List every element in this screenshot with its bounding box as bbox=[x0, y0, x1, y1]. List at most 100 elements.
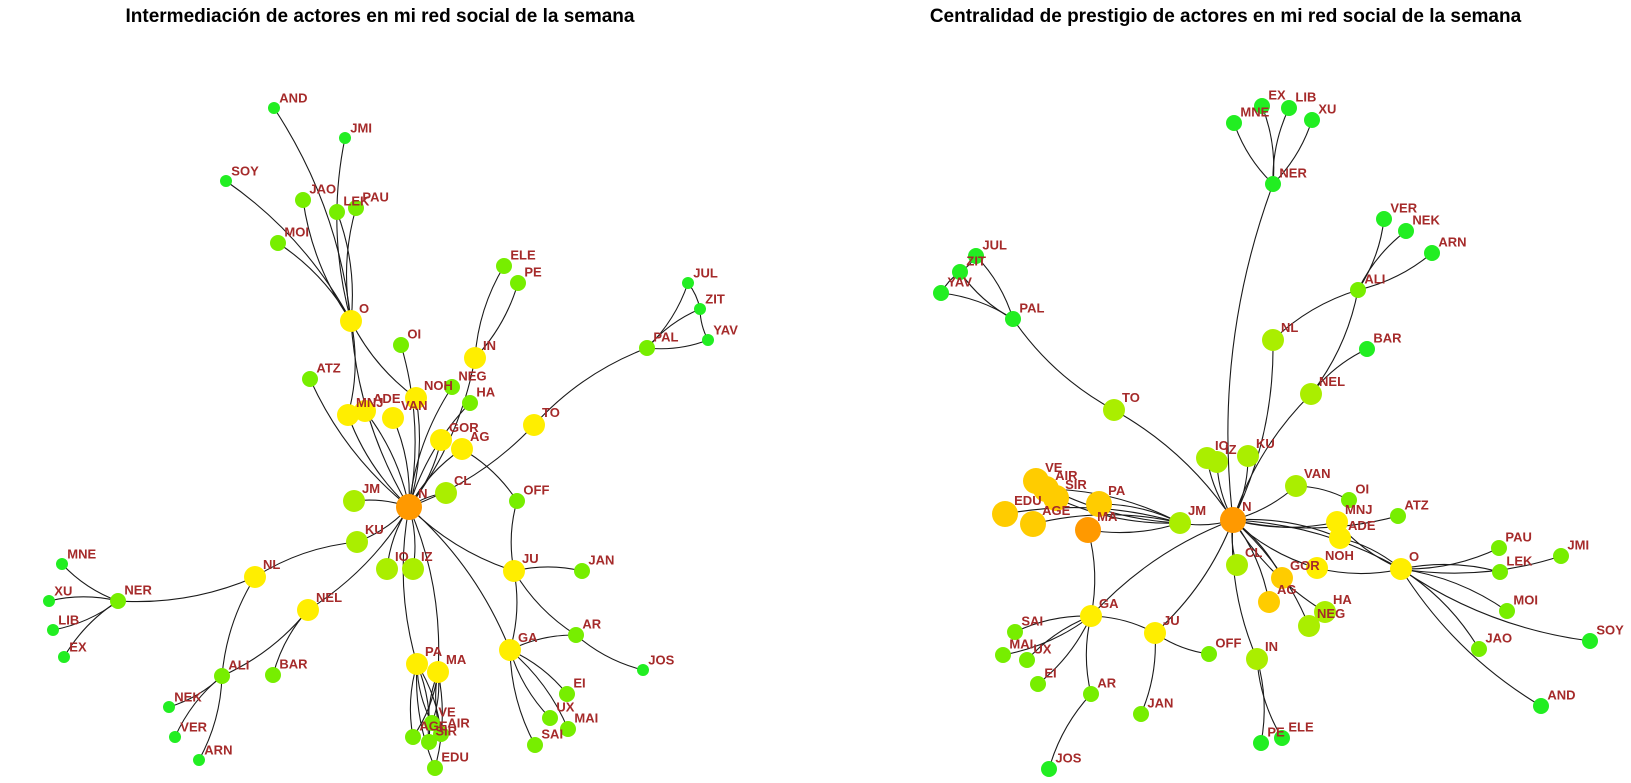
left-node-ku bbox=[346, 531, 368, 553]
left-node-ex bbox=[58, 651, 70, 663]
right-node-jm bbox=[1169, 512, 1191, 534]
left-node-label-lek: LEK bbox=[343, 194, 370, 209]
left-node-label-ade: ADE bbox=[373, 391, 401, 406]
right-node-label-neg: NEG bbox=[1317, 606, 1345, 621]
right-node-label-ver: VER bbox=[1390, 201, 1417, 216]
left-node-ver bbox=[169, 731, 181, 743]
left-node-moi bbox=[270, 235, 286, 251]
right-node-and bbox=[1533, 698, 1549, 714]
left-edge-ku-nl bbox=[254, 541, 358, 578]
right-node-atz bbox=[1390, 508, 1406, 524]
right-edge-to-pal bbox=[1012, 318, 1115, 411]
right-node-nl bbox=[1262, 329, 1284, 351]
right-node-gor bbox=[1271, 567, 1293, 589]
right-node-label-to: TO bbox=[1122, 390, 1140, 405]
right-node-label-yav: YAV bbox=[947, 275, 972, 290]
right-node-pal bbox=[1005, 311, 1021, 327]
right-node-label-jan: JAN bbox=[1147, 696, 1173, 711]
right-node-label-ha: HA bbox=[1333, 592, 1352, 607]
left-node-bar bbox=[265, 667, 281, 683]
left-node-ner bbox=[110, 593, 126, 609]
right-node-label-n: N bbox=[1242, 499, 1251, 514]
left-edge-ali-arn bbox=[198, 675, 223, 761]
left-node-label-ju: JU bbox=[522, 551, 539, 566]
left-node-label-ele: ELE bbox=[510, 248, 536, 263]
left-node-ade bbox=[354, 400, 376, 422]
left-node-label-atz: ATZ bbox=[316, 361, 340, 376]
left-node-label-bar: BAR bbox=[279, 657, 308, 672]
left-node-zit bbox=[694, 303, 706, 315]
right-node-ar bbox=[1083, 686, 1099, 702]
left-edge-n-ma bbox=[408, 506, 440, 673]
left-node-arn bbox=[193, 754, 205, 766]
left-node-label-zit: ZIT bbox=[705, 292, 725, 307]
right-node-label-nl: NL bbox=[1281, 320, 1298, 335]
left-node-label-lib: LIB bbox=[58, 613, 79, 628]
right-node-pa bbox=[1086, 491, 1112, 517]
left-node-pau bbox=[348, 200, 364, 216]
right-node-ele bbox=[1274, 730, 1290, 746]
left-node-jos bbox=[637, 664, 649, 676]
left-node-sai bbox=[527, 737, 543, 753]
right-edge-jm-sir bbox=[1055, 497, 1181, 524]
left-node-to bbox=[523, 414, 545, 436]
right-node-nek bbox=[1398, 223, 1414, 239]
right-node-oi bbox=[1341, 492, 1357, 508]
right-node-label-ner: NER bbox=[1279, 166, 1307, 181]
left-edge-ju-ar bbox=[513, 570, 577, 636]
right-node-label-ag: AG bbox=[1277, 582, 1297, 597]
left-edge-ju-ga bbox=[509, 570, 518, 651]
right-node-label-arn: ARN bbox=[1438, 235, 1466, 250]
right-node-label-jul: JUL bbox=[982, 238, 1007, 253]
right-node-label-jm: JM bbox=[1188, 503, 1206, 518]
right-node-zit bbox=[952, 264, 968, 280]
left-node-label-ali: ALI bbox=[228, 658, 249, 673]
left-edge-n-atz bbox=[309, 378, 410, 508]
left-node-label-nl: NL bbox=[263, 557, 280, 572]
left-node-gor bbox=[430, 429, 452, 451]
left-node-xu bbox=[43, 595, 55, 607]
left-node-label-nel: NEL bbox=[316, 590, 342, 605]
right-node-ju bbox=[1144, 622, 1166, 644]
right-node-ade bbox=[1329, 527, 1351, 549]
left-edge-o-moi bbox=[277, 242, 352, 322]
right-node-label-mne: MNE bbox=[1240, 105, 1269, 120]
right-edge-o-jmi bbox=[1400, 555, 1562, 574]
left-node-label-cl: CL bbox=[454, 473, 471, 488]
right-node-edu bbox=[992, 501, 1018, 527]
left-node-n bbox=[396, 494, 422, 520]
right-node-label-io: IO bbox=[1215, 438, 1229, 453]
left-edge-o-lek bbox=[336, 211, 353, 322]
left-node-label-sai: SAI bbox=[541, 727, 563, 742]
right-node-label-ex: EX bbox=[1268, 88, 1286, 103]
right-node-label-jmi: JMI bbox=[1567, 538, 1589, 553]
right-edge-n-to bbox=[1113, 409, 1234, 521]
right-node-ga bbox=[1080, 605, 1102, 627]
right-node-ku bbox=[1237, 445, 1259, 467]
right-node-label-oi: OI bbox=[1355, 482, 1369, 497]
right-node-label-ade: ADE bbox=[1348, 518, 1376, 533]
left-edge-o-jmi bbox=[336, 137, 352, 322]
right-edge-ga-ar bbox=[1085, 615, 1092, 695]
left-node-ga bbox=[499, 639, 521, 661]
right-edge-ner-mne bbox=[1233, 122, 1274, 185]
left-node-ag bbox=[451, 438, 473, 460]
right-node-label-edu: EDU bbox=[1014, 493, 1041, 508]
right-node-mne bbox=[1226, 115, 1242, 131]
right-node-jul bbox=[968, 248, 984, 264]
right-edge-o-noh bbox=[1316, 567, 1402, 575]
right-node-in bbox=[1246, 648, 1268, 670]
right-node-label-ali: ALI bbox=[1364, 272, 1385, 287]
left-node-van bbox=[382, 407, 404, 429]
right-node-arn bbox=[1424, 245, 1440, 261]
left-node-label-jul: JUL bbox=[693, 266, 718, 281]
right-node-ner bbox=[1265, 176, 1281, 192]
left-node-label-jao: JAO bbox=[309, 182, 336, 197]
left-node-jm bbox=[343, 490, 365, 512]
left-node-pa bbox=[406, 653, 428, 675]
right-edge-n-ner bbox=[1227, 183, 1274, 521]
left-node-nel bbox=[297, 599, 319, 621]
left-edge-o-jao bbox=[302, 199, 352, 322]
left-node-jul bbox=[682, 277, 694, 289]
left-node-label-ga: GA bbox=[518, 630, 538, 645]
